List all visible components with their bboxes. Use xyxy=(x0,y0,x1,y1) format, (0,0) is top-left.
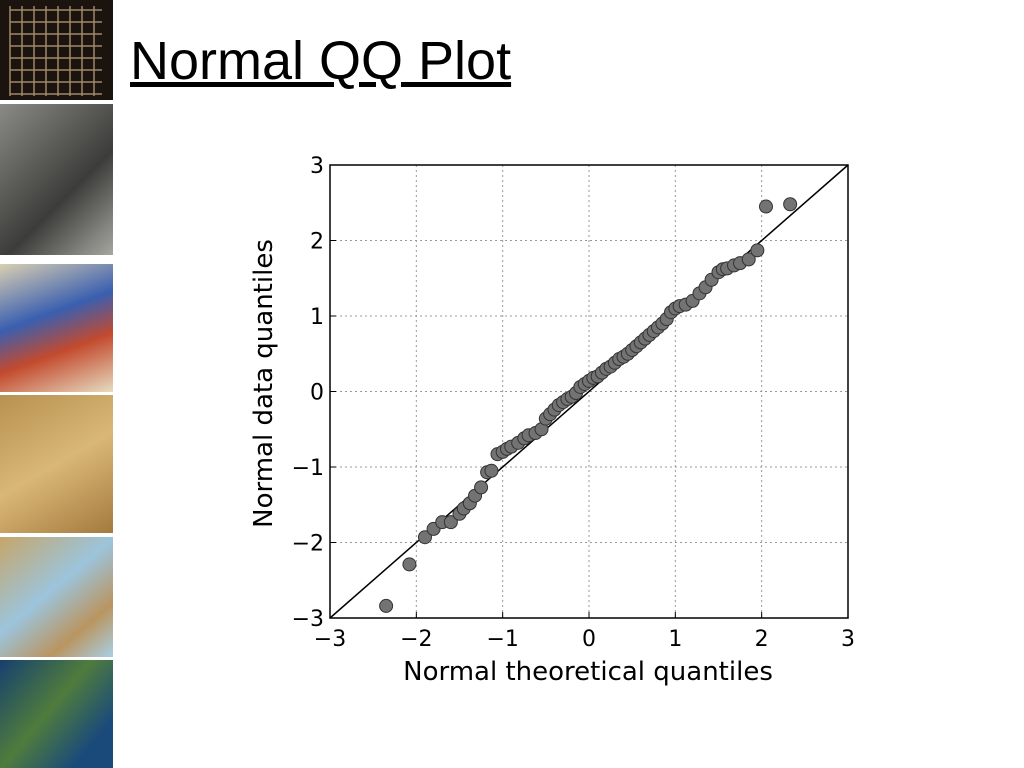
thumbnail-clay-tablet xyxy=(0,104,113,255)
plot-frame xyxy=(329,164,849,619)
x-tick-label: 1 xyxy=(668,627,682,652)
x-tick-label: 0 xyxy=(582,627,596,652)
y-tick-label: 3 xyxy=(310,154,324,179)
x-tick-label: −1 xyxy=(486,627,518,652)
thumbnail-medieval-map xyxy=(0,264,113,392)
y-tick-label: 1 xyxy=(310,305,324,330)
x-tick-label: 3 xyxy=(841,627,855,652)
point xyxy=(783,197,798,212)
y-tick-label: −3 xyxy=(292,607,324,632)
y-tick-label: −2 xyxy=(292,532,324,557)
slide-title: Normal QQ Plot xyxy=(130,31,512,91)
reference-line xyxy=(329,164,849,619)
grid-icon xyxy=(9,6,102,96)
y-tick-label: 2 xyxy=(310,230,324,255)
thumbnail-earth xyxy=(0,660,113,768)
point xyxy=(741,252,756,267)
point xyxy=(750,243,765,258)
thumbnail-greece-map xyxy=(0,537,113,657)
point xyxy=(443,515,458,530)
y-axis-label: Normal data quantiles xyxy=(249,239,279,528)
point xyxy=(474,480,489,495)
x-axis-label: Normal theoretical quantiles xyxy=(403,657,773,687)
point xyxy=(402,557,417,572)
thumbnail-old-map xyxy=(0,395,113,533)
point xyxy=(379,598,394,613)
point xyxy=(758,199,773,214)
y-tick-label: 0 xyxy=(310,381,324,406)
x-tick-label: −2 xyxy=(400,627,432,652)
y-tick-label: −1 xyxy=(292,456,324,481)
thumbnail-grid-map xyxy=(0,0,113,100)
point xyxy=(417,530,432,545)
point xyxy=(484,463,499,478)
x-tick-label: 2 xyxy=(755,627,769,652)
x-tick-label: −3 xyxy=(314,627,346,652)
